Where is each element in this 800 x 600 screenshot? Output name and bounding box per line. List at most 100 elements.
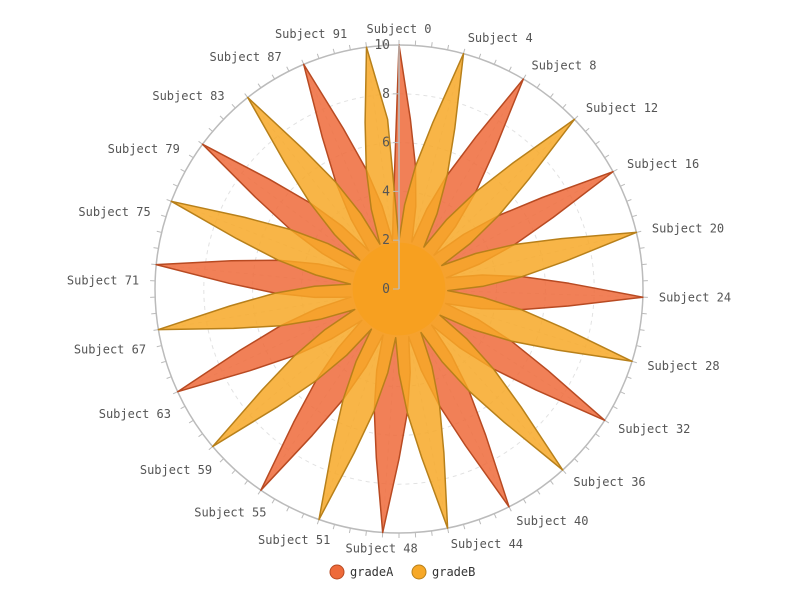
outer-tick [522, 498, 527, 504]
outer-tick [153, 329, 159, 331]
outer-tick [508, 66, 512, 72]
outer-tick [151, 312, 157, 315]
outer-tick [188, 419, 194, 424]
outer-tick [549, 93, 554, 98]
outer-tick [316, 519, 320, 525]
outer-tick [620, 183, 626, 187]
outer-tick [365, 42, 367, 48]
axis-label: Subject 40 [516, 514, 588, 528]
legend-label-gradeB[interactable]: gradeB [432, 565, 475, 579]
outer-tick [172, 391, 178, 395]
outer-tick [574, 458, 579, 463]
outer-tick [166, 376, 172, 379]
outer-tick [639, 329, 645, 331]
outer-tick [641, 263, 647, 266]
outer-tick [536, 83, 541, 89]
axis-label: Subject 87 [209, 50, 281, 64]
outer-tick [161, 360, 167, 364]
outer-tick [156, 345, 162, 348]
outer-tick [271, 498, 276, 504]
outer-tick [180, 168, 186, 173]
outer-tick [180, 405, 186, 410]
radial-tick-label: 2 [382, 233, 390, 248]
outer-tick [595, 433, 600, 438]
outer-tick [348, 528, 351, 534]
axis-label: Subject 44 [451, 537, 523, 551]
axis-label: Subject 91 [275, 27, 347, 41]
axis-label: Subject 67 [74, 342, 146, 356]
radial-tick-label: 10 [374, 38, 390, 53]
outer-tick [641, 312, 647, 315]
radial-tick-label: 4 [382, 184, 390, 199]
outer-tick [631, 214, 637, 218]
outer-tick [208, 127, 213, 132]
outer-tick [332, 48, 336, 54]
outer-tick [286, 66, 290, 72]
outer-tick [626, 199, 632, 202]
outer-tick [493, 59, 497, 65]
outer-tick [585, 446, 590, 451]
outer-tick [620, 391, 626, 395]
outer-tick [549, 480, 554, 485]
axis-label: Subject 75 [78, 205, 150, 219]
legend-swatch-gradeB[interactable] [411, 564, 427, 580]
outer-tick [348, 44, 351, 50]
outer-tick [161, 214, 167, 218]
axis-labels: Subject 0 Subject 4 Subject 8 Subject 12 Sub… [67, 22, 731, 555]
outer-tick [156, 230, 162, 233]
radial-ticks: 0 2 4 6 8 10 [374, 38, 400, 297]
outer-tick [231, 103, 236, 109]
outer-tick [257, 489, 262, 495]
axis-label: Subject 8 [532, 58, 597, 72]
outer-tick [462, 48, 466, 54]
radial-tick-label: 0 [382, 282, 390, 297]
axis-label: Subject 63 [99, 407, 171, 421]
outer-tick [208, 446, 213, 451]
outer-tick [431, 530, 433, 536]
outer-tick [636, 345, 642, 348]
outer-tick [301, 59, 305, 65]
outer-tick [365, 530, 367, 536]
outer-tick [188, 154, 194, 159]
axis-label: Subject 20 [652, 222, 724, 236]
outer-tick [447, 44, 450, 50]
outer-tick [478, 519, 482, 525]
axis-label: Subject 59 [140, 463, 212, 477]
outer-tick [631, 360, 637, 364]
radial-tick-label: 8 [382, 87, 390, 102]
outer-tick [508, 506, 512, 512]
outer-tick [604, 154, 610, 159]
outer-tick [257, 83, 262, 89]
outer-tick [562, 103, 567, 109]
outer-tick [478, 53, 482, 59]
outer-tick [612, 405, 618, 410]
outer-tick [231, 469, 236, 475]
outer-tick [301, 513, 305, 519]
outer-tick [447, 528, 450, 534]
axis-label: Subject 16 [627, 157, 699, 171]
outer-tick [604, 419, 610, 424]
outer-tick [153, 247, 159, 249]
axis-label: Subject 0 [366, 22, 431, 36]
outer-tick [585, 127, 590, 132]
axis-label: Subject 55 [194, 506, 266, 520]
outer-tick [316, 53, 320, 59]
axis-label: Subject 71 [67, 273, 139, 287]
outer-tick [562, 469, 567, 475]
outer-tick [166, 199, 172, 202]
outer-tick [271, 74, 276, 80]
outer-tick [219, 115, 224, 120]
axis-label: Subject 24 [659, 291, 731, 305]
axis-label: Subject 83 [152, 89, 224, 103]
axis-label: Subject 51 [258, 533, 330, 547]
legend-swatch-gradeA[interactable] [329, 564, 345, 580]
outer-tick [462, 524, 466, 530]
outer-tick [198, 433, 203, 438]
axis-label: Subject 4 [468, 31, 533, 45]
radial-tick-label: 6 [382, 136, 390, 151]
outer-tick [536, 489, 541, 495]
legend-label-gradeA[interactable]: gradeA [350, 565, 394, 579]
outer-tick [639, 247, 645, 249]
axis-label: Subject 36 [573, 475, 645, 489]
